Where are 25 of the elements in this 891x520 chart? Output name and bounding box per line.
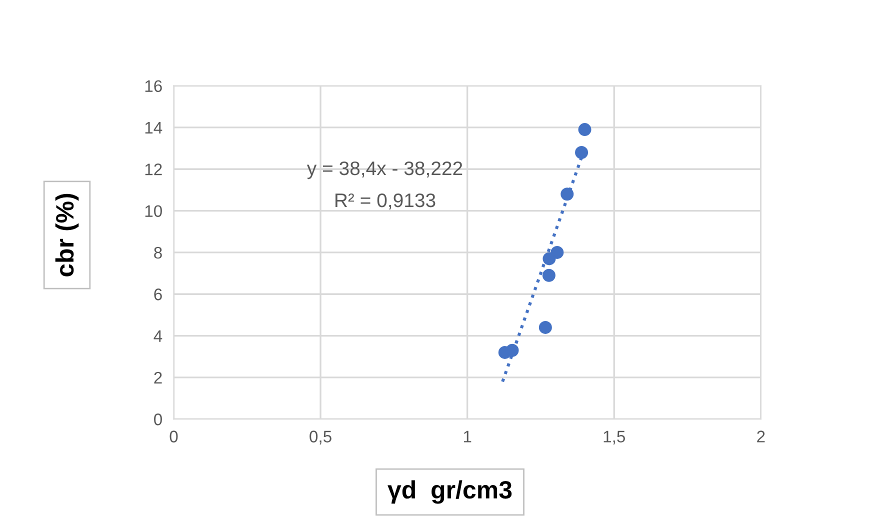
- y-tick-label: 8: [154, 246, 162, 259]
- point: [506, 344, 519, 357]
- y-tick-label: 6: [154, 288, 162, 300]
- y-tick-label: 0: [154, 414, 162, 426]
- y-tick-label: 12: [145, 164, 162, 176]
- point: [542, 268, 556, 282]
- y-tick-label: 16: [145, 80, 162, 92]
- point: [538, 320, 552, 334]
- x-tick-label: 2: [757, 430, 765, 442]
- x-tick-label: 0: [170, 430, 178, 442]
- y-axis-title: cbr (%): [55, 194, 79, 276]
- point: [542, 252, 556, 266]
- annotation: y = 38,4x - 38,222: [306, 161, 462, 180]
- y-tick-label: 14: [145, 122, 162, 134]
- x-tick-label: 0,5: [310, 430, 332, 444]
- x-axis-title: γd gr/cm3: [388, 480, 512, 504]
- annotation: R² = 0,9133: [336, 193, 436, 210]
- y-tick-label: 2: [154, 372, 162, 384]
- point: [578, 123, 592, 136]
- x-tick-label: 1: [464, 430, 472, 442]
- point: [560, 188, 574, 201]
- x-tick-label: 1,5: [604, 430, 626, 444]
- point: [575, 146, 588, 159]
- y-tick-label: 4: [154, 330, 162, 342]
- y-tick-label: 10: [145, 205, 162, 217]
